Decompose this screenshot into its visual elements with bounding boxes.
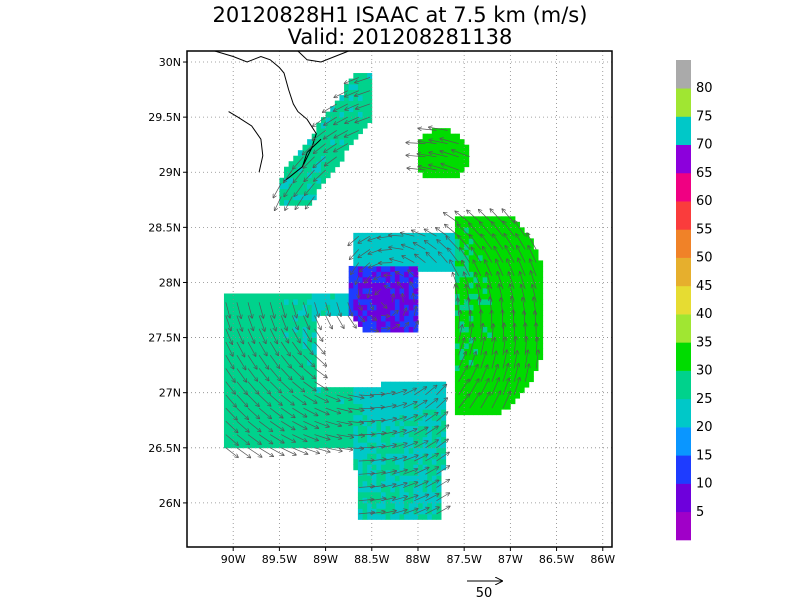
colorbar-swatch [676, 144, 691, 174]
y-tick-label: 26.5N [148, 442, 181, 455]
colorbar-swatch [676, 257, 691, 287]
x-tick-label: 90W [221, 553, 246, 566]
chart-title: 20120828H1 ISAAC at 7.5 km (m/s) [213, 3, 588, 27]
coastline [214, 51, 349, 182]
y-tick-label: 29N [159, 166, 181, 179]
colorbar-label: 70 [696, 138, 713, 153]
colorbar-label: 15 [696, 448, 713, 463]
colorbar-swatch [676, 314, 691, 343]
colorbar-swatch [676, 511, 691, 541]
colorbar: 5 10 15 20 25 30 35 40 45 50 55 60 65 70 75 80 [676, 60, 713, 541]
colorbar-label: 80 [696, 81, 713, 96]
colorbar-label: 30 [696, 364, 713, 379]
colorbar-label: 60 [696, 194, 713, 209]
x-tick-label: 88.5W [354, 553, 389, 566]
y-tick-label: 27N [159, 387, 181, 400]
colorbar-swatch [676, 285, 691, 315]
colorbar-label: 75 [696, 110, 713, 125]
colorbar-label: 40 [696, 307, 713, 322]
colorbar-label: 45 [696, 279, 713, 294]
wind-vectors [225, 77, 539, 514]
colorbar-label: 50 [696, 251, 713, 266]
reference-vector-label: 50 [476, 586, 493, 600]
colorbar-label: 35 [696, 335, 713, 350]
y-tick-label: 28N [159, 276, 181, 289]
colorbar-swatch [676, 60, 691, 89]
x-tick-label: 87.5W [446, 553, 481, 566]
colorbar-swatch [676, 483, 691, 513]
x-tick-label: 86.5W [539, 553, 574, 566]
x-tick-label: 86W [590, 553, 615, 566]
colorbar-swatch [676, 229, 691, 258]
colorbar-label: 20 [696, 420, 713, 435]
y-tick-label: 28.5N [148, 221, 181, 234]
latitude-axis: 26N 26.5N 27N 27.5N 28N 28.5N 29N 29.5N 30N [148, 56, 187, 510]
colorbar-swatch [676, 370, 691, 400]
map-plot-area [186, 50, 613, 548]
y-tick-label: 27.5N [148, 332, 181, 345]
colorbar-label: 55 [696, 222, 713, 237]
colorbar-swatch [676, 342, 691, 371]
longitude-axis: 90W 89.5W 89W 88.5W 88W 87.5W 87W 86.5W 86W [221, 547, 615, 566]
y-tick-label: 30N [159, 56, 181, 69]
chart-subtitle: Valid: 201208281138 [288, 25, 513, 49]
colorbar-swatch [676, 427, 691, 456]
colorbar-swatch [676, 398, 691, 428]
colorbar-label: 10 [696, 477, 713, 492]
x-tick-label: 89W [313, 553, 338, 566]
colorbar-label: 5 [696, 505, 704, 520]
colorbar-swatch [676, 172, 691, 202]
colorbar-label: 25 [696, 392, 713, 407]
colorbar-swatch [676, 455, 691, 484]
y-tick-label: 29.5N [148, 111, 181, 124]
colorbar-swatch [676, 88, 691, 117]
x-tick-label: 87W [498, 553, 523, 566]
colorbar-swatch [676, 116, 691, 146]
plot-frame [186, 50, 613, 548]
colorbar-swatch [676, 201, 691, 230]
reference-vector: 50 [467, 581, 502, 600]
y-tick-label: 26N [159, 497, 181, 510]
x-tick-label: 89.5W [262, 553, 297, 566]
colorbar-label: 65 [696, 166, 713, 181]
x-tick-label: 88W [406, 553, 431, 566]
